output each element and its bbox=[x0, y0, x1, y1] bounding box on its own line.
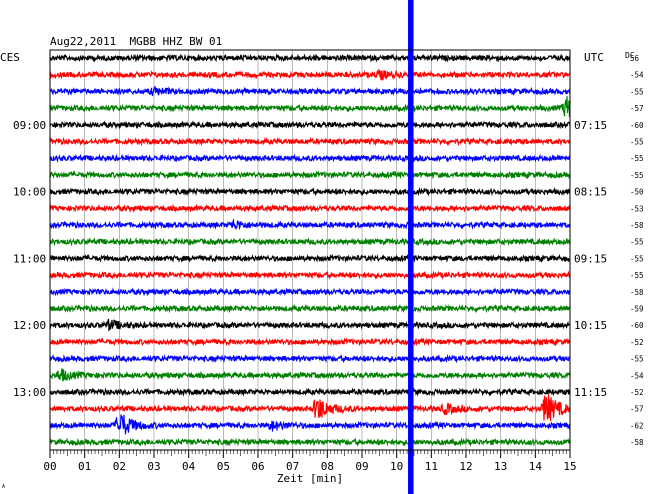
trace-row-18 bbox=[49, 354, 571, 364]
chart-title: Aug22,2011 MGBB HHZ BW 01 bbox=[50, 35, 222, 48]
trace-rows: 56 -54 -55 -57 -60 -55 -55 -55 -50 -53 -58 -55 -55 -5… bbox=[49, 53, 644, 448]
x-tick-label: 06 bbox=[251, 460, 264, 473]
trace-row-12 bbox=[49, 253, 571, 263]
trace-row-19 bbox=[49, 368, 571, 382]
trace-row-4 bbox=[49, 120, 571, 130]
trace-row-10 bbox=[49, 217, 571, 231]
trace-row-0 bbox=[49, 53, 571, 63]
x-tick-label: 07 bbox=[286, 460, 299, 473]
dc-offset-label: -59 bbox=[630, 305, 644, 314]
dc-offset-label: -58 bbox=[630, 438, 644, 447]
trace-row-15 bbox=[49, 303, 571, 314]
dc-offset-label: -55 bbox=[630, 171, 644, 180]
right-time-label: 10:15 bbox=[574, 319, 607, 332]
right-time-label: 11:15 bbox=[574, 386, 607, 399]
trace-row-16 bbox=[49, 318, 571, 331]
dc-offset-label: -55 bbox=[630, 238, 644, 247]
x-tick-label: 05 bbox=[217, 460, 230, 473]
trace-row-21 bbox=[49, 394, 571, 422]
dc-label: DC bbox=[625, 51, 635, 60]
left-hour-label: 13:00 bbox=[13, 386, 46, 399]
trace-row-5 bbox=[49, 136, 571, 147]
x-tick-label: 08 bbox=[321, 460, 334, 473]
minute-grid bbox=[84, 50, 536, 450]
dc-offset-label: -55 bbox=[630, 355, 644, 364]
trace-row-2 bbox=[49, 85, 571, 97]
trace-row-20 bbox=[49, 387, 571, 397]
dc-offset-label: -54 bbox=[630, 71, 644, 80]
x-tick-label: 14 bbox=[529, 460, 543, 473]
trace-row-13 bbox=[49, 270, 571, 281]
trace-row-3 bbox=[49, 96, 571, 118]
x-tick-label: 04 bbox=[182, 460, 196, 473]
dc-offset-label: 56 bbox=[630, 54, 640, 63]
x-tick-label: 09 bbox=[355, 460, 368, 473]
right-time-label: 09:15 bbox=[574, 252, 607, 265]
x-axis-title: Zeit [min] bbox=[277, 472, 343, 485]
dc-offset-label: -54 bbox=[630, 371, 644, 380]
right-time-label: 08:15 bbox=[574, 186, 607, 199]
dc-offset-label: -60 bbox=[630, 321, 644, 330]
trace-row-11 bbox=[49, 237, 571, 247]
dc-offset-label: -52 bbox=[630, 388, 644, 397]
left-hour-label: 10:00 bbox=[13, 186, 46, 199]
left-timezone-label: CES bbox=[0, 51, 20, 64]
left-hour-label: 12:00 bbox=[13, 319, 46, 332]
time-marker-bar bbox=[408, 0, 414, 494]
dc-offset-label: -55 bbox=[630, 154, 644, 163]
dc-offset-label: -57 bbox=[630, 104, 644, 113]
dc-offset-label: -55 bbox=[630, 87, 644, 96]
trace-row-8 bbox=[49, 186, 571, 197]
dc-offset-label: -58 bbox=[630, 221, 644, 230]
trace-row-9 bbox=[49, 203, 571, 214]
x-tick-label: 01 bbox=[78, 460, 91, 473]
dc-offset-label: -52 bbox=[630, 338, 644, 347]
x-tick-label: 15 bbox=[563, 460, 576, 473]
dc-offset-label: -55 bbox=[630, 271, 644, 280]
trace-row-7 bbox=[49, 170, 571, 180]
dc-offset-label: -60 bbox=[630, 121, 644, 130]
dc-offset-label: -50 bbox=[630, 188, 644, 197]
x-tick-label: 03 bbox=[147, 460, 160, 473]
row-labels: 09:00 10:00 11:00 12:00 13:00 07:15 08:15 09:15… bbox=[13, 119, 607, 399]
dc-offset-label: -58 bbox=[630, 288, 644, 297]
dc-offset-label: -53 bbox=[630, 204, 644, 213]
dc-offset-label: -62 bbox=[630, 421, 644, 430]
dc-offset-label: -55 bbox=[630, 138, 644, 147]
x-tick-label: 00 bbox=[43, 460, 56, 473]
x-tick-label: 02 bbox=[113, 460, 126, 473]
dc-offset-label: -57 bbox=[630, 405, 644, 414]
trace-row-17 bbox=[49, 337, 571, 347]
corner-mark: A bbox=[2, 484, 5, 490]
trace-row-14 bbox=[49, 287, 571, 297]
trace-row-1 bbox=[49, 67, 571, 81]
trace-row-23 bbox=[49, 437, 571, 448]
x-axis: 00 01 02 03 04 05 06 07 08 09 10 11 12 13 14 15 bbox=[43, 450, 577, 473]
left-hour-label: 11:00 bbox=[13, 252, 46, 265]
right-time-label: 07:15 bbox=[574, 119, 607, 132]
x-tick-label: 10 bbox=[390, 460, 403, 473]
x-tick-label: 11 bbox=[425, 460, 438, 473]
trace-row-22 bbox=[49, 414, 571, 435]
dc-offset-label: -55 bbox=[630, 254, 644, 263]
left-hour-label: 09:00 bbox=[13, 119, 46, 132]
x-tick-label: 13 bbox=[494, 460, 507, 473]
marker-layer bbox=[408, 0, 414, 494]
x-tick-label: 12 bbox=[459, 460, 472, 473]
trace-row-6 bbox=[49, 153, 571, 163]
right-timezone-label: UTC bbox=[584, 51, 604, 64]
